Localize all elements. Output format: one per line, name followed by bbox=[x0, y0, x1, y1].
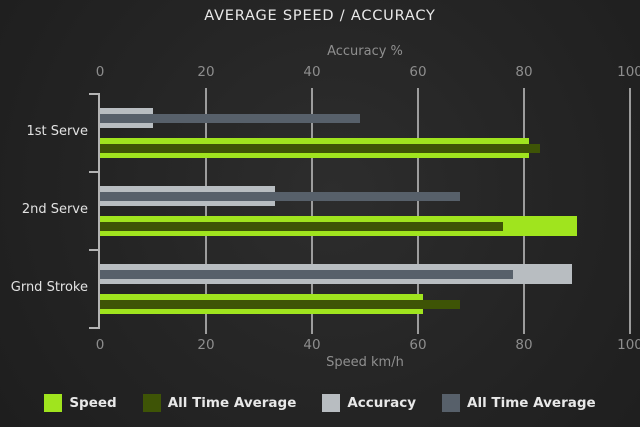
legend-label: Speed bbox=[69, 395, 117, 411]
legend-item-speed[interactable]: Speed bbox=[44, 394, 117, 412]
speed-average-bar bbox=[100, 144, 540, 153]
bottom-tick-label-20: 20 bbox=[197, 337, 215, 353]
gridline-60 bbox=[417, 88, 419, 334]
top-axis-title: Accuracy % bbox=[327, 44, 403, 59]
legend-swatch bbox=[142, 394, 161, 412]
chart-title: AVERAGE SPEED / ACCURACY bbox=[204, 8, 436, 24]
category-axis-tick bbox=[89, 93, 100, 95]
legend-swatch bbox=[44, 394, 63, 412]
bottom-tick-label-100: 100 bbox=[617, 337, 640, 353]
category-axis-tick bbox=[89, 171, 100, 173]
gridline-20 bbox=[205, 88, 207, 334]
top-tick-label-20: 20 bbox=[197, 64, 215, 80]
legend-label: All Time Average bbox=[167, 395, 297, 411]
gridline-40 bbox=[311, 88, 313, 334]
category-axis-line bbox=[98, 94, 100, 328]
speed-average-bar bbox=[100, 222, 503, 231]
legend-item-all-time-average[interactable]: All Time Average bbox=[442, 394, 596, 412]
category-label-3: Grnd Stroke bbox=[10, 280, 88, 295]
gridline-80 bbox=[523, 88, 525, 334]
accuracy-average-bar bbox=[100, 114, 360, 123]
bottom-axis-title: Speed km/h bbox=[326, 355, 404, 370]
legend-swatch bbox=[442, 394, 460, 412]
legend-item-accuracy[interactable]: Accuracy bbox=[322, 394, 416, 412]
gridline-100 bbox=[629, 88, 631, 334]
bottom-tick-label-40: 40 bbox=[303, 337, 321, 353]
accuracy-average-bar bbox=[100, 192, 461, 201]
top-tick-label-100: 100 bbox=[617, 64, 640, 80]
top-tick-label-0: 0 bbox=[95, 64, 105, 80]
category-axis-tick bbox=[89, 249, 100, 251]
legend-label: Accuracy bbox=[347, 395, 416, 411]
speed-average-bar bbox=[100, 300, 461, 309]
top-tick-label-40: 40 bbox=[303, 64, 321, 80]
accuracy-average-bar bbox=[100, 270, 514, 279]
bottom-tick-label-60: 60 bbox=[409, 337, 427, 353]
legend-swatch bbox=[322, 394, 341, 412]
category-axis-tick bbox=[89, 327, 100, 329]
legend-item-all-time-average[interactable]: All Time Average bbox=[142, 394, 297, 412]
legend: Speed All Time Average Accuracy All Time Av… bbox=[0, 394, 640, 412]
bottom-tick-label-80: 80 bbox=[515, 337, 533, 353]
category-label-2: 2nd Serve bbox=[21, 202, 88, 217]
category-label-1: 1st Serve bbox=[26, 124, 88, 139]
top-tick-label-80: 80 bbox=[515, 64, 533, 80]
bottom-tick-label-0: 0 bbox=[95, 337, 105, 353]
legend-label: All Time Average bbox=[467, 395, 596, 411]
top-tick-label-60: 60 bbox=[409, 64, 427, 80]
